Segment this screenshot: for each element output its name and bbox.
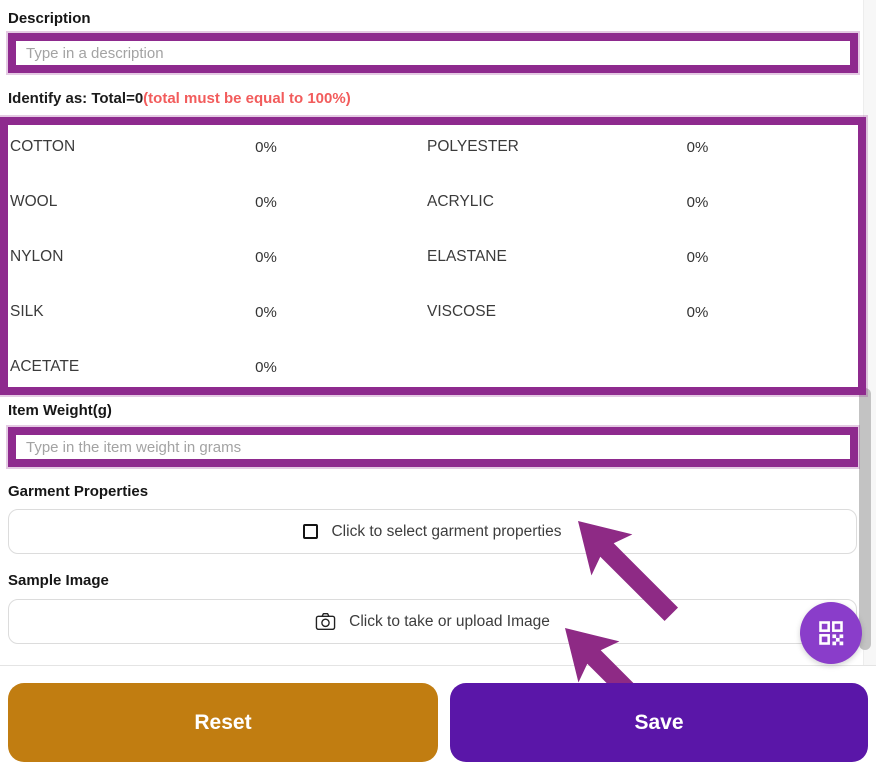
sample-image-label: Sample Image [8, 572, 109, 589]
fiber-grid-highlight: COTTON POLYESTER WOOL ACRYLIC NYLON ELAS… [0, 117, 866, 395]
fiber-label: ACETATE [10, 358, 80, 375]
footer-divider [0, 665, 876, 666]
fiber-label: COTTON [10, 138, 76, 155]
item-weight-input[interactable] [16, 435, 850, 459]
fiber-label: WOOL [10, 193, 58, 210]
fiber-label: VISCOSE [427, 303, 496, 320]
item-weight-label: Item Weight(g) [8, 402, 112, 419]
total-warning-text: (total must be equal to 100%) [143, 90, 351, 107]
identify-as-label: Identify as: Total=0 [8, 90, 144, 107]
fiber-label: ELASTANE [427, 248, 507, 265]
qr-code-icon [817, 619, 845, 647]
fiber-label: SILK [10, 303, 44, 320]
select-garment-properties-button[interactable]: Click to select garment properties [8, 509, 857, 554]
reset-button[interactable]: Reset [8, 683, 438, 762]
checkbox-icon [303, 524, 319, 539]
fiber-percentage-input[interactable] [105, 238, 427, 276]
garment-properties-button-label: Click to select garment properties [331, 522, 562, 540]
description-field-highlight [8, 33, 858, 73]
description-input[interactable] [16, 41, 850, 65]
fiber-percentage-input[interactable] [105, 128, 427, 166]
fiber-percentage-input[interactable] [537, 238, 858, 276]
description-label: Description [8, 10, 91, 27]
scrollbar-thumb[interactable] [859, 388, 871, 650]
fiber-label: ACRYLIC [427, 193, 494, 210]
sample-image-button-label: Click to take or upload Image [349, 612, 550, 630]
fiber-composition-grid: COTTON POLYESTER WOOL ACRYLIC NYLON ELAS… [8, 125, 858, 386]
fiber-percentage-input[interactable] [105, 293, 427, 331]
fiber-label: POLYESTER [427, 138, 519, 155]
fiber-percentage-input[interactable] [537, 293, 858, 331]
item-weight-field-highlight [8, 427, 858, 467]
fiber-label: NYLON [10, 248, 64, 265]
camera-icon [315, 612, 336, 631]
save-button[interactable]: Save [450, 683, 868, 762]
garment-properties-label: Garment Properties [8, 483, 149, 500]
fiber-percentage-input[interactable] [537, 128, 858, 166]
identify-as-line: Identify as: Total=0(total must be equal… [8, 90, 351, 107]
take-or-upload-image-button[interactable]: Click to take or upload Image [8, 599, 857, 644]
qr-scan-fab[interactable] [800, 602, 862, 664]
fiber-percentage-input[interactable] [105, 348, 427, 386]
fiber-percentage-input[interactable] [537, 183, 858, 221]
fiber-percentage-input[interactable] [105, 183, 427, 221]
